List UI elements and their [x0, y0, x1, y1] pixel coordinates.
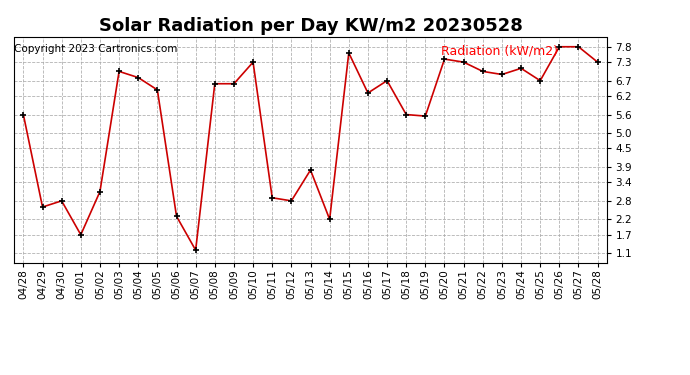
Text: Radiation (kW/m2): Radiation (kW/m2) [441, 44, 558, 57]
Title: Solar Radiation per Day KW/m2 20230528: Solar Radiation per Day KW/m2 20230528 [99, 16, 522, 34]
Text: Copyright 2023 Cartronics.com: Copyright 2023 Cartronics.com [14, 44, 178, 54]
